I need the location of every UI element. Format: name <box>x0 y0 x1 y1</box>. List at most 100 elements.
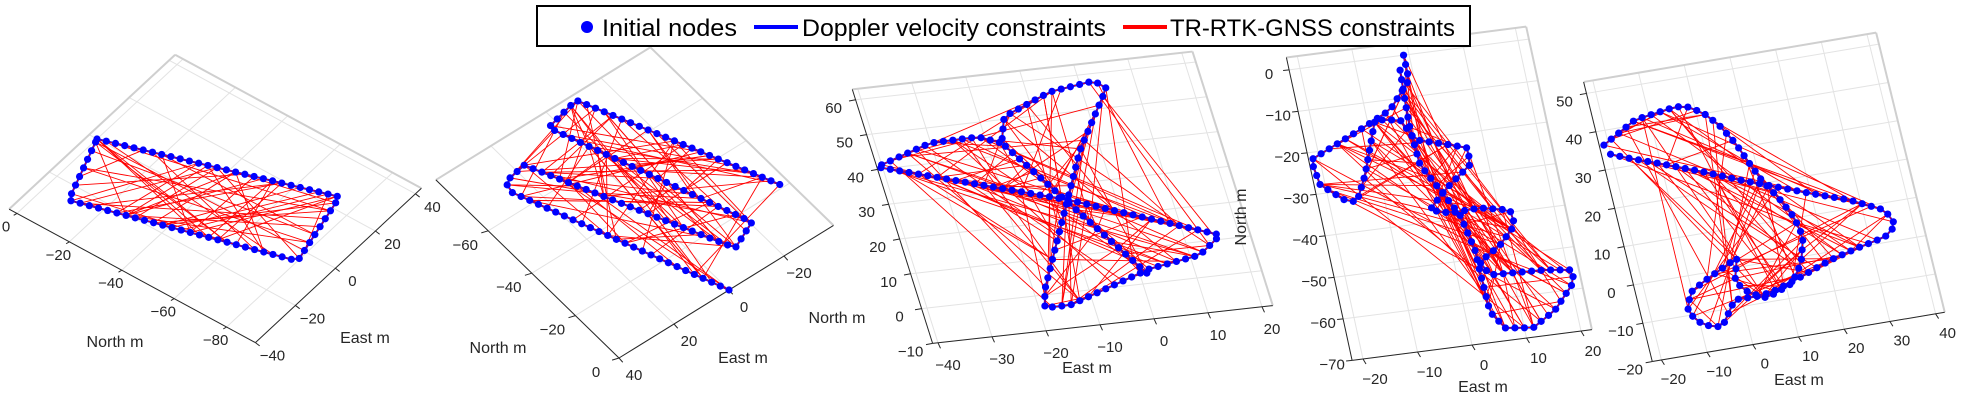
initial-node <box>1799 236 1807 244</box>
initial-node <box>942 175 951 183</box>
north-tick-label: −30 <box>1283 190 1308 207</box>
initial-node <box>1157 217 1165 225</box>
east-tick-label: −20 <box>300 310 325 327</box>
initial-node <box>732 162 740 170</box>
north-tick-label: −20 <box>540 322 565 339</box>
initial-node <box>1048 87 1056 95</box>
gnss-constraint-line <box>1360 126 1410 188</box>
gnss-constraint-line <box>594 192 702 199</box>
gnss-constraint-line <box>647 162 728 215</box>
initial-node <box>503 181 511 189</box>
initial-node <box>1100 231 1108 239</box>
initial-node <box>1119 277 1127 285</box>
grid-line-east <box>1866 34 1937 314</box>
initial-node <box>1821 192 1829 200</box>
initial-node <box>1206 241 1214 250</box>
initial-node <box>1088 119 1096 127</box>
initial-node <box>886 157 894 165</box>
initial-node <box>1569 273 1577 281</box>
initial-node <box>1085 78 1093 86</box>
initial-node <box>958 135 966 143</box>
east-axis-title: East m <box>1458 379 1508 396</box>
initial-node <box>148 148 157 156</box>
north-tick-mark <box>118 269 123 273</box>
initial-node <box>1495 317 1503 325</box>
initial-node <box>600 192 608 201</box>
initial-node <box>1744 294 1752 302</box>
gnss-constraint-line <box>1068 122 1093 204</box>
box-back-edge <box>8 54 176 210</box>
initial-node <box>1544 311 1553 319</box>
gnss-constraint-line <box>153 210 331 224</box>
initial-node <box>595 227 603 236</box>
initial-node <box>1506 208 1515 216</box>
initial-node <box>618 115 626 123</box>
gnss-constraint-line <box>1086 203 1098 229</box>
gnss-constraint-line <box>1485 274 1495 297</box>
initial-node <box>638 247 646 255</box>
initial-node <box>1606 150 1615 158</box>
initial-node <box>1484 302 1493 310</box>
initial-node <box>168 223 176 232</box>
initial-node <box>568 134 576 143</box>
north-tick-mark <box>1283 69 1290 71</box>
gnss-constraint-line <box>1367 159 1420 164</box>
gnss-constraint-line <box>83 167 331 212</box>
initial-node <box>1482 293 1490 301</box>
north-tick-mark <box>892 238 900 241</box>
initial-node <box>1690 166 1699 174</box>
initial-node <box>159 221 167 229</box>
initial-node <box>1309 163 1317 171</box>
gnss-constraint-line <box>1105 87 1134 261</box>
initial-node <box>1889 218 1897 226</box>
initial-node <box>653 130 661 138</box>
initial-node <box>724 241 732 249</box>
initial-node <box>1795 264 1803 272</box>
initial-node <box>656 255 664 263</box>
initial-node <box>546 122 555 130</box>
initial-node <box>241 243 250 251</box>
initial-node <box>591 104 600 112</box>
north-tick-mark <box>870 168 878 172</box>
gnss-constraint-line <box>1610 138 1766 298</box>
initial-node <box>1008 149 1017 157</box>
gnss-constraint-line <box>563 133 736 167</box>
initial-node <box>1684 305 1692 313</box>
north-tick-mark <box>611 357 620 361</box>
initial-node <box>1829 255 1838 263</box>
initial-node <box>708 278 716 286</box>
legend-box <box>536 5 1471 47</box>
initial-node <box>1644 157 1652 166</box>
gnss-constraint-line <box>890 168 1195 257</box>
gnss-constraint-line <box>1020 88 1062 192</box>
initial-node <box>1714 322 1722 331</box>
gnss-constraint-line <box>1765 249 1803 294</box>
north-axis-line <box>1285 57 1353 361</box>
initial-node <box>1332 191 1340 199</box>
initial-node <box>697 230 705 239</box>
north-tick-label: −20 <box>1618 362 1643 379</box>
initial-node <box>1101 204 1109 213</box>
initial-node <box>1685 296 1693 304</box>
east-tick-mark <box>1580 330 1585 337</box>
initial-node <box>1735 144 1743 152</box>
initial-node <box>1737 176 1745 184</box>
initial-node <box>653 213 661 221</box>
gnss-constraint-line <box>614 158 719 160</box>
initial-node <box>1069 172 1077 181</box>
north-axis-title: North m <box>809 310 866 327</box>
east-axis-title: East m <box>340 330 390 347</box>
initial-node <box>1732 265 1740 273</box>
initial-node <box>1401 60 1410 69</box>
initial-node <box>1475 265 1483 273</box>
initial-node <box>630 243 638 251</box>
initial-node <box>1333 140 1341 148</box>
initial-node <box>1600 141 1608 149</box>
initial-node <box>1456 211 1464 220</box>
north-tick-label: −60 <box>452 237 477 254</box>
initial-node <box>999 125 1007 133</box>
initial-node <box>1615 129 1623 137</box>
initial-node <box>1357 183 1365 191</box>
grid-line-north <box>888 165 1229 205</box>
north-axis-line <box>8 208 256 344</box>
